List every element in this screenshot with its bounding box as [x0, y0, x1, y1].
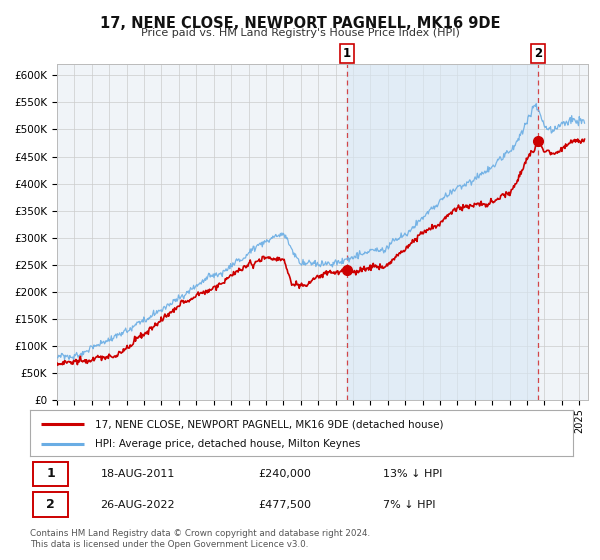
Text: £240,000: £240,000 [258, 469, 311, 479]
Text: Price paid vs. HM Land Registry's House Price Index (HPI): Price paid vs. HM Land Registry's House … [140, 28, 460, 38]
Bar [347, 64, 538, 400]
Text: 1: 1 [46, 467, 55, 480]
Text: HPI: Average price, detached house, Milton Keynes: HPI: Average price, detached house, Milt… [95, 438, 361, 449]
Text: Contains HM Land Registry data © Crown copyright and database right 2024.
This d: Contains HM Land Registry data © Crown c… [30, 529, 370, 549]
Text: 2: 2 [535, 47, 542, 60]
FancyBboxPatch shape [33, 492, 68, 517]
FancyBboxPatch shape [33, 461, 68, 486]
Text: 17, NENE CLOSE, NEWPORT PAGNELL, MK16 9DE: 17, NENE CLOSE, NEWPORT PAGNELL, MK16 9D… [100, 16, 500, 31]
Text: 1: 1 [343, 47, 350, 60]
Text: £477,500: £477,500 [258, 500, 311, 510]
Text: 7% ↓ HPI: 7% ↓ HPI [383, 500, 436, 510]
Text: 13% ↓ HPI: 13% ↓ HPI [383, 469, 442, 479]
Text: 18-AUG-2011: 18-AUG-2011 [101, 469, 175, 479]
Text: 26-AUG-2022: 26-AUG-2022 [101, 500, 175, 510]
Text: 2: 2 [46, 498, 55, 511]
Text: 17, NENE CLOSE, NEWPORT PAGNELL, MK16 9DE (detached house): 17, NENE CLOSE, NEWPORT PAGNELL, MK16 9D… [95, 419, 443, 430]
